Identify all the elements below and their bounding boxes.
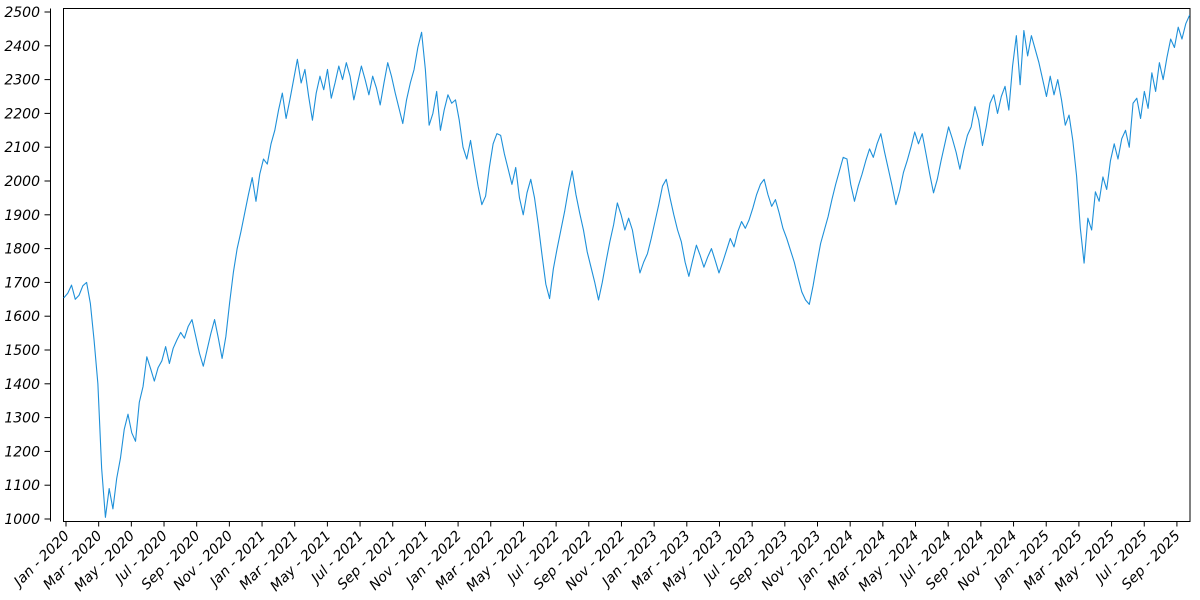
y-tick-label: 1200 [4,444,40,460]
y-tick-label: 2100 [4,140,40,156]
y-tick-label: 2200 [4,106,40,122]
price-line-series [63,14,1191,518]
y-tick-label: 1900 [4,208,40,224]
y-tick-label: 1500 [4,343,40,359]
y-tick-label: 1300 [4,411,40,427]
y-tick-label: 1100 [4,478,40,494]
y-tick-label: 2300 [4,73,40,89]
y-tick-label: 1600 [4,309,40,325]
y-tick-label: 1400 [4,377,40,393]
y-tick-label: 2400 [4,39,40,55]
y-tick-label: 1000 [4,512,40,528]
plot-border [63,8,1191,522]
y-tick-label: 2000 [4,174,40,190]
y-tick-label: 2500 [4,5,40,21]
y-tick-label: 1800 [4,242,40,258]
y-tick-label: 1700 [4,275,40,291]
